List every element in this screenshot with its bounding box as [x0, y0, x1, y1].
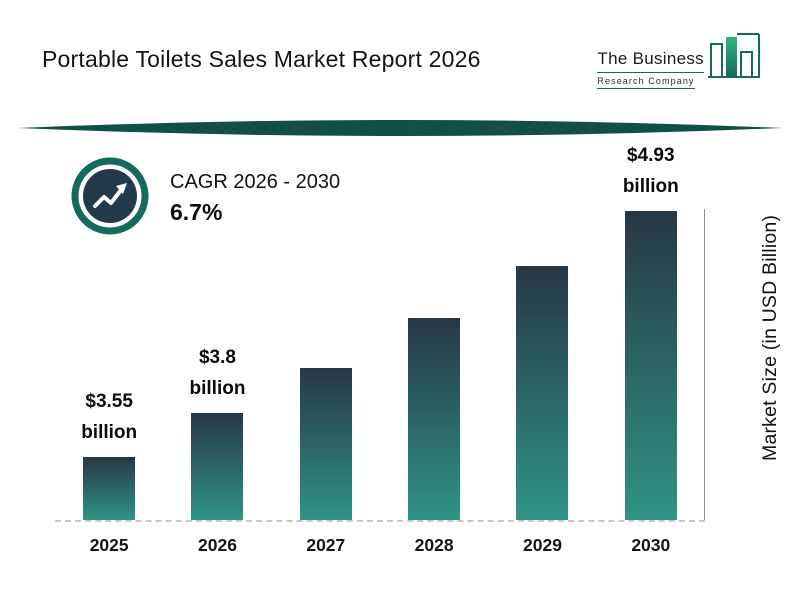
logo-name: The Business	[597, 49, 704, 73]
bar	[624, 211, 677, 520]
bar-value-amount: $3.55	[85, 391, 133, 413]
bar-chart: $3.55 billion $3.8 billion $4.93 billion 2025…	[55, 145, 705, 556]
cagr-value: 6.7%	[170, 199, 223, 225]
x-axis-label: 2029	[523, 535, 562, 555]
bar	[516, 266, 569, 520]
bar-value-label: $3.55 billion	[81, 387, 137, 448]
x-axis-labels: 2025 2026 2027 2028 2029 2030	[55, 535, 705, 556]
y-axis-label: Market Size (in USD Billion)	[759, 214, 781, 461]
trend-up-icon	[70, 156, 150, 241]
bar-column	[272, 368, 380, 520]
bar-column	[488, 266, 596, 520]
x-axis-label: 2030	[631, 535, 671, 555]
logo-bar-chart-icon	[708, 30, 766, 95]
cagr-texts: CAGR 2026 - 2030 6.7%	[170, 171, 340, 226]
cagr-badge: CAGR 2026 - 2030 6.7%	[70, 156, 340, 241]
bar	[299, 368, 352, 520]
y-axis-line	[703, 209, 705, 520]
bar-value-amount: $4.93	[627, 145, 675, 167]
logo-text: The Business Research Company	[597, 49, 704, 95]
header-divider	[18, 120, 782, 136]
bar-column	[380, 318, 488, 520]
bar-value-label: $4.93 billion	[623, 141, 679, 202]
page-title: Portable Toilets Sales Market Report 202…	[42, 46, 481, 72]
bar-value-label: $3.8 billion	[190, 343, 246, 404]
bar	[191, 413, 244, 520]
x-axis-label: 2026	[198, 535, 237, 555]
company-logo: The Business Research Company	[597, 30, 766, 95]
chart-plot: $3.55 billion $3.8 billion $4.93 billion	[55, 145, 705, 522]
logo-subname: Research Company	[597, 76, 695, 89]
bar-value-unit: billion	[622, 175, 679, 197]
bar-value-unit: billion	[81, 421, 138, 443]
bar-value-amount: $3.8	[198, 347, 236, 369]
bar-value-unit: billion	[189, 377, 246, 399]
bar	[408, 318, 461, 520]
bar-column: $3.8 billion	[163, 343, 271, 520]
x-axis-label: 2028	[414, 535, 454, 555]
x-axis-label: 2027	[306, 535, 346, 555]
bar-column: $4.93 billion	[597, 141, 705, 520]
bar-column: $3.55 billion	[55, 387, 163, 520]
header: Portable Toilets Sales Market Report 202…	[42, 30, 766, 95]
x-axis-label: 2025	[89, 535, 129, 555]
bar	[83, 457, 136, 520]
cagr-label: CAGR 2026 - 2030	[170, 171, 341, 193]
